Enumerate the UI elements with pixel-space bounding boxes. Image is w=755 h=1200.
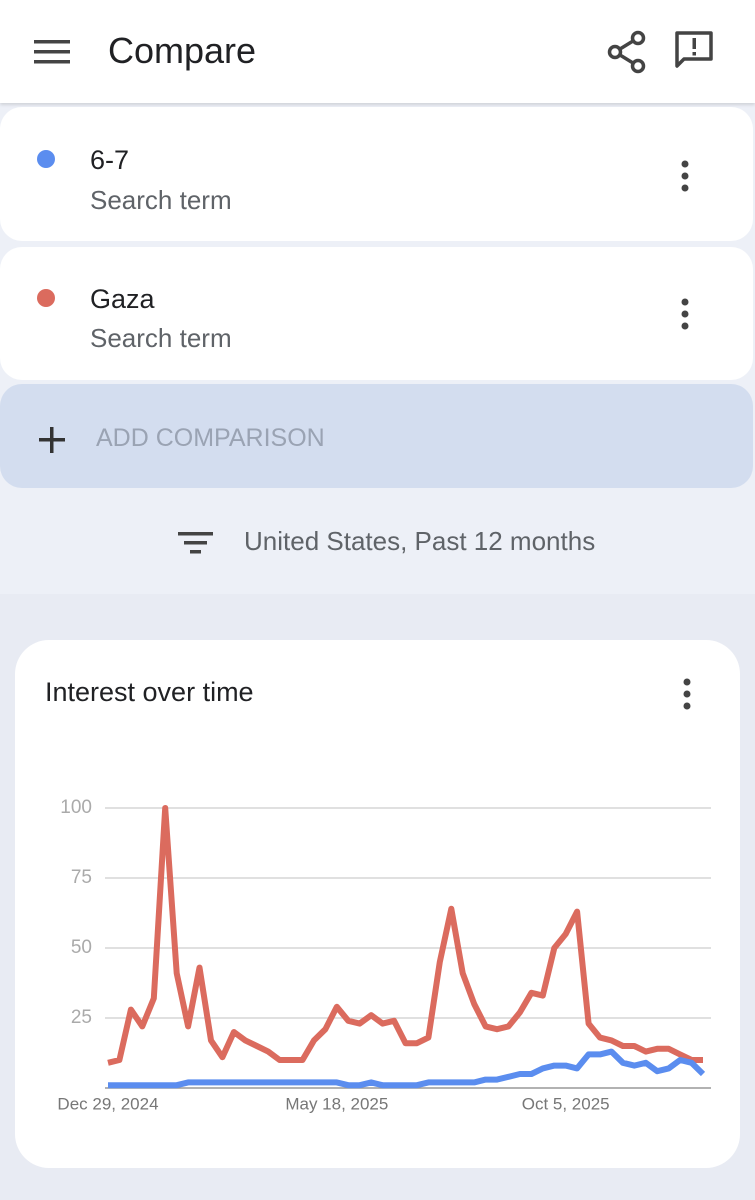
term-type: Search term xyxy=(90,185,232,215)
filter-bar[interactable]: United States, Past 12 months xyxy=(0,490,755,594)
chart-title: Interest over time xyxy=(45,677,254,707)
share-button[interactable] xyxy=(606,30,648,74)
feedback-button[interactable] xyxy=(674,30,716,72)
more-button[interactable] xyxy=(679,297,691,331)
page-title: Compare xyxy=(108,30,257,71)
chart: Interest over time 25 50 75 100 Dec 29, 2024… xyxy=(45,677,711,1113)
x-tick-label: Oct 5, 2025 xyxy=(522,1094,610,1113)
app-bar: Compare xyxy=(0,0,755,103)
add-comparison-label: ADD COMPARISON xyxy=(96,424,325,452)
y-tick-label: 100 xyxy=(60,797,92,818)
y-tick-label: 75 xyxy=(71,867,92,888)
plus-icon xyxy=(39,427,65,453)
y-tick-label: 25 xyxy=(71,1007,92,1028)
x-tick-label: Dec 29, 2024 xyxy=(57,1094,158,1113)
add-comparison-button[interactable]: ADD COMPARISON xyxy=(0,384,753,488)
term-card[interactable]: 6-7 Search term xyxy=(0,107,753,241)
chart-card: Interest over time 25 50 75 100 Dec 29, 2024… xyxy=(15,640,740,1168)
more-button[interactable] xyxy=(679,159,691,193)
series-color-dot xyxy=(37,289,55,307)
more-button[interactable] xyxy=(683,678,691,710)
term-name: 6-7 xyxy=(90,145,130,175)
x-tick-label: May 18, 2025 xyxy=(285,1094,388,1113)
term-card[interactable]: Gaza Search term xyxy=(0,247,753,380)
term-type: Search term xyxy=(90,323,232,353)
filter-icon xyxy=(178,532,213,554)
menu-button[interactable] xyxy=(34,38,72,66)
y-tick-label: 50 xyxy=(71,937,92,958)
series-line xyxy=(107,805,703,1066)
filter-label: United States, Past 12 months xyxy=(244,526,596,556)
series-color-dot xyxy=(37,150,55,168)
term-name: Gaza xyxy=(90,284,155,314)
series-line xyxy=(108,1048,706,1089)
